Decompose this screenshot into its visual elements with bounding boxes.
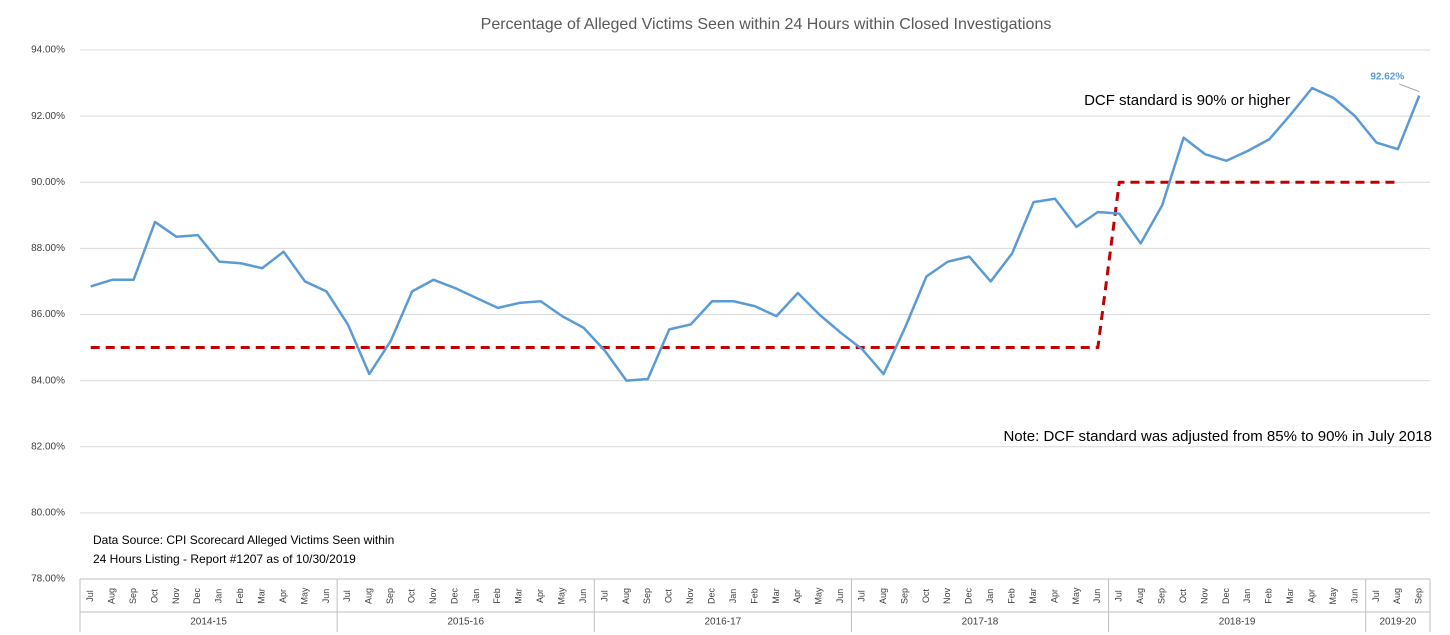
- x-tick-label: Nov: [428, 588, 438, 605]
- x-tick-label: Jan: [214, 589, 224, 604]
- x-tick-label: Oct: [664, 589, 674, 604]
- label-leader: [1399, 83, 1420, 93]
- group-label: 2015-16: [447, 617, 484, 628]
- y-tick-label: 94.00%: [31, 45, 65, 56]
- x-tick-label: Mar: [514, 588, 524, 604]
- x-tick-label: Aug: [364, 588, 374, 604]
- x-tick-label: Sep: [899, 588, 909, 604]
- x-tick-label: Dec: [192, 588, 202, 605]
- group-label: 2019-20: [1380, 617, 1417, 628]
- x-tick-label: Feb: [235, 588, 245, 604]
- data-label: 92.62%: [1370, 72, 1404, 83]
- data-line: [90, 180, 1398, 350]
- x-tick-label: May: [814, 587, 824, 605]
- x-tick-label: Mar: [1028, 588, 1038, 604]
- y-tick-label: 90.00%: [31, 177, 65, 188]
- x-tick-label: Dec: [964, 588, 974, 605]
- x-tick-label: Dec: [707, 588, 717, 605]
- x-tick-label: Jun: [1092, 589, 1102, 604]
- x-tick-label: Apr: [535, 589, 545, 603]
- x-tick-label: Jan: [471, 589, 481, 604]
- x-tick-label: Apr: [1049, 589, 1059, 603]
- x-tick-label: May: [299, 587, 309, 605]
- x-tick-label: Dec: [449, 588, 459, 605]
- annotation: DCF standard is 90% or higher: [1084, 92, 1290, 109]
- y-tick-label: 86.00%: [31, 309, 65, 320]
- x-tick-label: Sep: [1414, 588, 1424, 604]
- y-tick-label: 80.00%: [31, 508, 65, 519]
- x-tick-label: Oct: [921, 589, 931, 604]
- x-tick-label: Mar: [257, 588, 267, 604]
- x-tick-label: Dec: [1221, 588, 1231, 605]
- x-tick-label: Apr: [278, 589, 288, 603]
- x-tick-label: Nov: [1199, 588, 1209, 605]
- x-tick-label: Feb: [1007, 588, 1017, 604]
- chart-title: Percentage of Alleged Victims Seen withi…: [481, 16, 1052, 33]
- x-tick-label: Feb: [492, 588, 502, 604]
- x-tick-label: Jul: [1114, 590, 1124, 602]
- x-tick-label: Aug: [878, 588, 888, 604]
- x-tick-label: Apr: [792, 589, 802, 603]
- x-tick-label: May: [1328, 587, 1338, 605]
- x-tick-label: Sep: [642, 588, 652, 604]
- group-label: 2017-18: [962, 617, 999, 628]
- x-tick-label: Jan: [985, 589, 995, 604]
- x-tick-label: Oct: [407, 589, 417, 604]
- x-tick-label: Aug: [1392, 588, 1402, 604]
- x-tick-label: Jul: [85, 590, 95, 602]
- x-tick-label: Nov: [171, 588, 181, 605]
- x-tick-label: Jun: [321, 589, 331, 604]
- x-tick-label: Jun: [578, 589, 588, 604]
- x-tick-label: Aug: [107, 588, 117, 604]
- x-tick-label: May: [1071, 587, 1081, 605]
- x-tick-label: Sep: [128, 588, 138, 604]
- x-tick-label: Feb: [749, 588, 759, 604]
- x-tick-label: Jul: [857, 590, 867, 602]
- x-tick-label: Jun: [835, 589, 845, 604]
- x-tick-label: Jan: [728, 589, 738, 604]
- x-tick-label: Feb: [1264, 588, 1274, 604]
- source-note: Data Source: CPI Scorecard Alleged Victi…: [93, 533, 394, 547]
- group-label: 2014-15: [190, 617, 227, 628]
- y-tick-label: 92.00%: [31, 111, 65, 122]
- y-tick-label: 78.00%: [31, 574, 65, 585]
- data-line: [90, 86, 1421, 382]
- x-tick-label: Aug: [621, 588, 631, 604]
- y-tick-label: 88.00%: [31, 243, 65, 254]
- x-tick-label: Jul: [1371, 590, 1381, 602]
- source-note: 24 Hours Listing - Report #1207 as of 10…: [93, 552, 356, 566]
- x-tick-label: Jan: [1242, 589, 1252, 604]
- x-tick-label: Nov: [685, 588, 695, 605]
- x-tick-label: Mar: [771, 588, 781, 604]
- y-tick-label: 82.00%: [31, 441, 65, 452]
- x-tick-label: Oct: [149, 589, 159, 604]
- x-tick-label: Nov: [942, 588, 952, 605]
- x-tick-label: Jul: [342, 590, 352, 602]
- x-tick-label: Jun: [1349, 589, 1359, 604]
- x-tick-label: Apr: [1307, 589, 1317, 603]
- x-tick-label: Oct: [1178, 589, 1188, 604]
- x-tick-label: Mar: [1285, 588, 1295, 604]
- group-label: 2018-19: [1219, 617, 1256, 628]
- x-tick-label: Aug: [1135, 588, 1145, 604]
- x-tick-label: Sep: [1157, 588, 1167, 604]
- x-tick-label: Jul: [599, 590, 609, 602]
- x-tick-label: May: [557, 587, 567, 605]
- annotation: Note: DCF standard was adjusted from 85%…: [1003, 428, 1432, 445]
- group-label: 2016-17: [705, 617, 742, 628]
- x-tick-label: Sep: [385, 588, 395, 604]
- y-tick-label: 84.00%: [31, 375, 65, 386]
